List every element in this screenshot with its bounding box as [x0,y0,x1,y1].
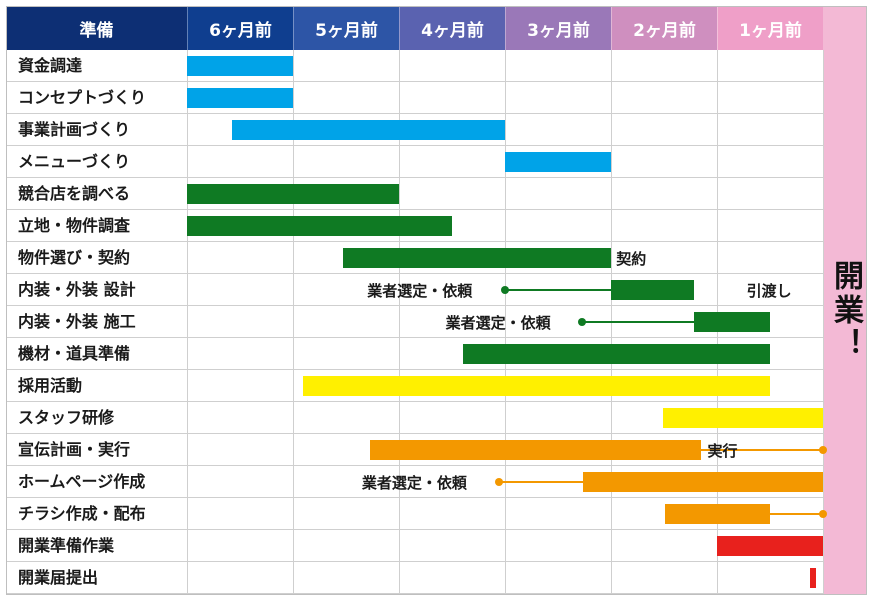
task-bar [665,504,770,524]
grid-hline [6,529,823,530]
connector-dot [819,510,827,518]
grid-hline [6,337,823,338]
task-bar [462,344,770,364]
task-bar [187,184,399,204]
grid-vline [399,50,400,595]
task-label: 事業計画づくり [18,120,131,139]
bar-annotation: 実行 [707,442,738,460]
grid-hline [6,113,823,114]
task-bar [187,56,293,76]
connector-line [505,289,611,291]
grid-hline [6,241,823,242]
grid-hline [6,465,823,466]
task-label: 内装・外装 設計 [18,280,136,299]
grid-hline [6,177,823,178]
bar-annotation: 業者選定・依頼 [361,474,467,492]
task-bar [662,408,823,428]
task-label: 立地・物件調査 [18,216,131,235]
bar-annotation: 業者選定・依頼 [445,314,551,332]
header-corner-label: 準備 [6,6,187,50]
grid-vline [293,50,294,595]
task-label: ホームページ作成 [18,472,146,491]
task-bar [810,568,816,588]
month-header: 4ヶ月前 [399,6,505,50]
grid-hline [6,145,823,146]
connector-dot [494,478,503,486]
task-label: 物件選び・契約 [18,248,131,267]
connector-line [582,321,694,323]
connector-line [498,481,584,483]
grid-hline [6,209,823,210]
opening-label: 開業！ [828,260,863,362]
grid-hline [6,433,823,434]
grid-hline [6,273,823,274]
bar-annotation: 引渡し [746,282,792,300]
grid-hline [6,81,823,82]
task-label: 採用活動 [18,376,83,395]
task-bar [187,216,452,236]
month-header: 2ヶ月前 [611,6,717,50]
bar-annotation: 契約 [616,250,647,268]
bar-annotation: 業者選定・依頼 [367,282,473,300]
month-header: 1ヶ月前 [717,6,823,50]
grid-hline [6,497,823,498]
connector-line [770,513,823,515]
task-bar [187,88,293,108]
task-bar [231,120,505,140]
connector-dot [819,446,827,454]
task-bar [583,472,823,492]
grid-hline [6,305,823,306]
task-label: 開業届提出 [18,568,99,587]
month-header: 5ヶ月前 [293,6,399,50]
task-label: 資金調達 [18,56,83,75]
task-bar [302,376,770,396]
task-label: コンセプトづくり [18,88,147,107]
opening-column [823,6,867,595]
task-bar [611,280,694,300]
task-label: チラシ作成・配布 [18,504,146,523]
task-bar [717,536,823,556]
task-bar [342,248,611,268]
task-label: 機材・道具準備 [18,344,131,363]
grid-hline [6,561,823,562]
grid-hline [6,593,823,594]
task-label: 内装・外装 施工 [18,312,136,331]
grid-vline [505,50,506,595]
grid-vline [823,50,824,595]
month-header: 6ヶ月前 [187,6,293,50]
task-bar [505,152,611,172]
task-label: メニューづくり [18,152,131,171]
task-label: 競合店を調べる [18,184,131,203]
task-label: 宣伝計画・実行 [18,440,131,459]
task-label: スタッフ研修 [18,408,115,427]
task-label: 開業準備作業 [18,536,115,555]
connector-dot [501,286,509,294]
grid-hline [6,369,823,370]
month-header: 3ヶ月前 [505,6,611,50]
grid-hline [6,401,823,402]
task-bar [370,440,702,460]
grid-vline [187,50,188,595]
connector-dot [578,318,587,326]
connector-line [701,449,823,451]
task-bar [693,312,770,332]
